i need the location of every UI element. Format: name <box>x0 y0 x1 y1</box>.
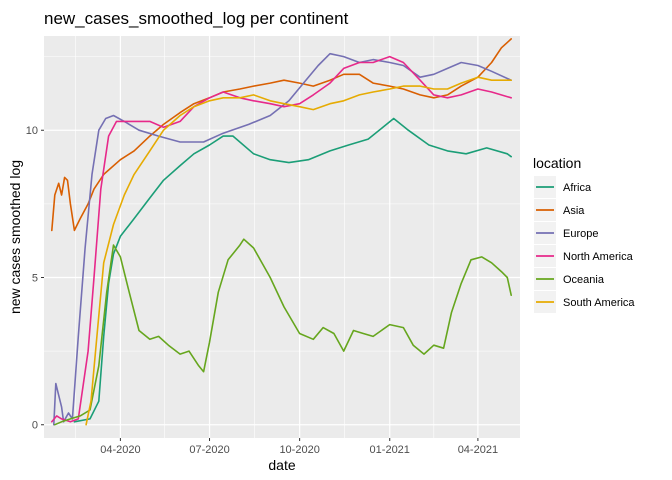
x-tick-label: 04-2020 <box>100 444 140 456</box>
legend: location Africa Asia Europe North America Oc… <box>533 155 635 313</box>
grid-minor <box>44 36 520 438</box>
x-tick-label: 10-2020 <box>279 444 319 456</box>
x-tick-label: 01-2021 <box>370 444 410 456</box>
series-line-north-america <box>51 55 512 423</box>
x-axis: 04-2020 07-2020 10-2020 01-2021 04-2021 <box>100 438 498 456</box>
legend-label-south-america: South America <box>563 297 635 309</box>
y-tick-label: 10 <box>26 125 38 137</box>
series-line-asia <box>51 38 512 232</box>
series-line-africa <box>73 117 512 423</box>
series-line-south-america <box>85 76 512 426</box>
plot-panel <box>44 36 520 438</box>
x-tick-label: 04-2021 <box>458 444 498 456</box>
series-layer <box>51 38 512 426</box>
legend-label-europe: Europe <box>563 228 598 240</box>
legend-title: location <box>533 155 581 171</box>
x-axis-title: date <box>268 457 295 473</box>
y-axis: 0 5 10 <box>26 125 44 432</box>
y-tick-label: 5 <box>32 272 38 284</box>
x-tick-label: 07-2020 <box>189 444 229 456</box>
legend-label-africa: Africa <box>563 182 592 194</box>
y-axis-title: new cases smoothed log <box>7 160 23 314</box>
chart-title: new_cases_smoothed_log per continent <box>44 9 349 28</box>
legend-label-north-america: North America <box>563 251 634 263</box>
legend-label-asia: Asia <box>563 205 585 217</box>
y-tick-label: 0 <box>32 420 38 432</box>
series-line-oceania <box>54 238 512 426</box>
legend-label-oceania: Oceania <box>563 274 605 286</box>
